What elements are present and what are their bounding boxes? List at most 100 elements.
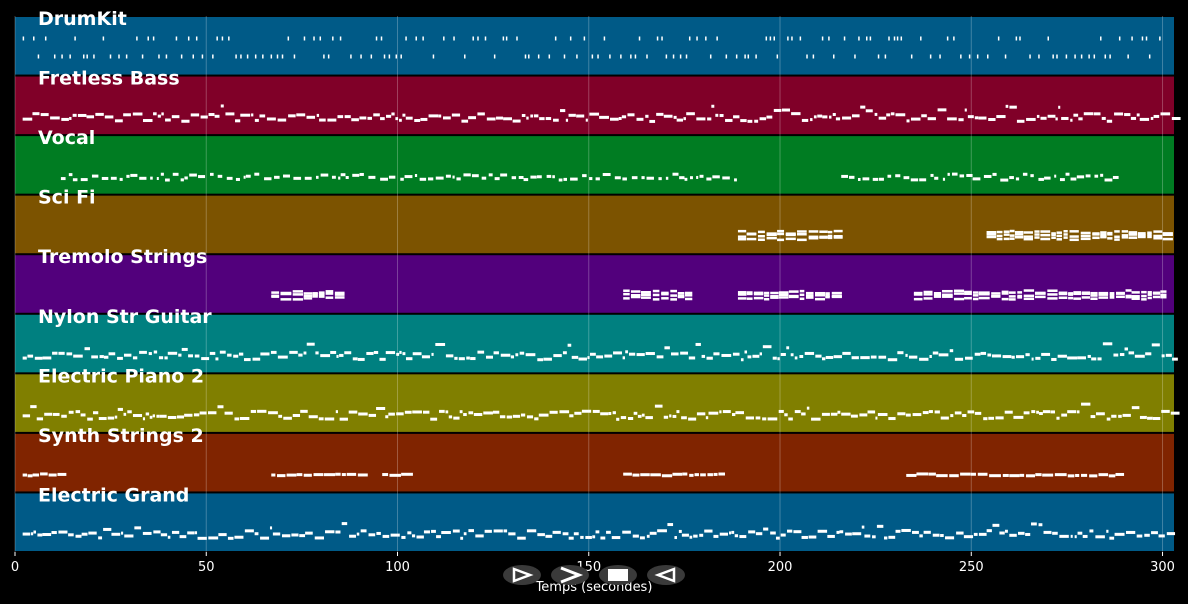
- note: [1107, 233, 1113, 236]
- note: [388, 54, 391, 59]
- note: [1040, 116, 1047, 120]
- note: [764, 291, 770, 295]
- note: [661, 474, 673, 478]
- note: [861, 525, 865, 529]
- note: [681, 416, 687, 420]
- note: [139, 176, 147, 180]
- note: [576, 114, 585, 118]
- note: [923, 530, 931, 534]
- note: [872, 177, 879, 181]
- note: [1095, 535, 1105, 539]
- note: [632, 534, 639, 538]
- note: [878, 116, 887, 120]
- note: [952, 172, 958, 176]
- note: [339, 417, 348, 421]
- note: [266, 117, 276, 121]
- note: [303, 294, 313, 298]
- note: [68, 533, 74, 537]
- note: [22, 532, 31, 536]
- note: [396, 352, 400, 356]
- note: [797, 230, 807, 233]
- note: [395, 117, 399, 121]
- note: [61, 117, 69, 121]
- note: [713, 352, 720, 356]
- note: [1054, 174, 1057, 178]
- note: [468, 529, 474, 533]
- note: [537, 54, 540, 59]
- note: [239, 417, 250, 421]
- note: [641, 296, 651, 299]
- note: [780, 533, 786, 537]
- note: [436, 535, 441, 539]
- note: [646, 54, 648, 59]
- note: [664, 346, 670, 350]
- note: [641, 413, 645, 417]
- note: [152, 414, 155, 418]
- back-button[interactable]: [647, 565, 685, 585]
- note: [193, 413, 200, 417]
- note: [101, 176, 109, 180]
- play-button[interactable]: [503, 565, 541, 585]
- note: [1059, 534, 1069, 538]
- track-lane-synth-strings-2: [15, 433, 1174, 492]
- note: [1059, 178, 1065, 182]
- note: [503, 117, 513, 121]
- note: [591, 54, 594, 59]
- note: [825, 295, 830, 299]
- note: [234, 535, 244, 539]
- note: [777, 232, 785, 236]
- note: [315, 175, 319, 179]
- note: [161, 112, 164, 116]
- note: [667, 523, 674, 527]
- note: [1023, 231, 1033, 234]
- forward-button[interactable]: [551, 565, 589, 585]
- note: [1107, 237, 1113, 240]
- note: [620, 54, 622, 59]
- note: [511, 176, 517, 180]
- track-lane-electric-piano-2: [15, 374, 1174, 432]
- note: [890, 112, 895, 116]
- stop-button[interactable]: [599, 565, 637, 585]
- note: [776, 54, 779, 59]
- note: [139, 350, 147, 354]
- note: [1058, 292, 1068, 296]
- note: [905, 413, 911, 417]
- note: [679, 54, 682, 59]
- note: [523, 178, 529, 182]
- note: [254, 118, 259, 122]
- note: [964, 290, 972, 294]
- note: [1065, 172, 1070, 176]
- note: [452, 529, 460, 533]
- note: [1029, 54, 1031, 59]
- note: [512, 119, 521, 123]
- note: [604, 354, 613, 358]
- note: [318, 293, 325, 296]
- note: [390, 533, 400, 537]
- note: [1081, 473, 1088, 477]
- track-label-nylon-str-guitar: Nylon Str Guitar: [38, 306, 212, 328]
- note: [468, 116, 477, 120]
- note: [463, 413, 467, 417]
- note: [318, 295, 325, 298]
- note: [291, 533, 299, 537]
- note: [336, 354, 339, 358]
- note: [1125, 295, 1132, 299]
- note: [1100, 235, 1107, 239]
- note: [630, 290, 641, 293]
- note: [956, 531, 964, 535]
- note: [690, 176, 693, 180]
- note: [281, 54, 284, 59]
- note: [314, 536, 324, 540]
- note: [775, 536, 780, 540]
- note: [160, 533, 168, 537]
- note: [1139, 415, 1147, 419]
- note: [87, 417, 93, 421]
- note: [731, 530, 735, 534]
- note: [819, 236, 828, 239]
- note: [559, 410, 570, 414]
- note: [158, 54, 160, 59]
- note: [1145, 352, 1152, 356]
- note: [1047, 114, 1056, 118]
- note: [859, 413, 868, 417]
- note: [573, 532, 579, 536]
